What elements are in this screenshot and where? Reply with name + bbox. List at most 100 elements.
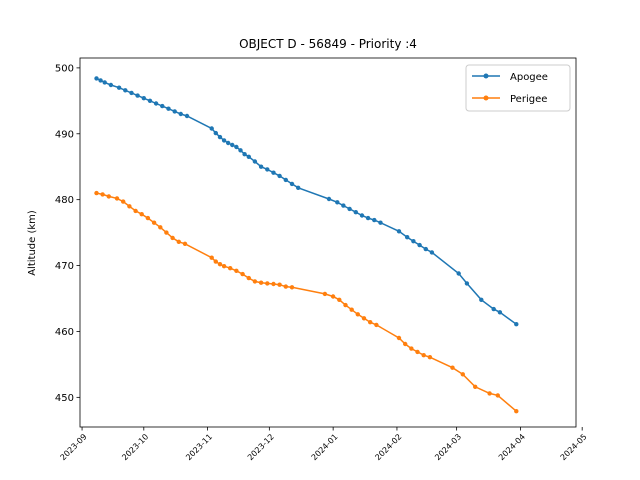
y-tick-label: 500	[55, 63, 74, 74]
legend-marker-perigee	[483, 95, 489, 101]
data-point-apogee	[184, 113, 190, 119]
data-point-perigee	[100, 192, 105, 197]
data-point-perigee	[409, 346, 414, 351]
data-point-perigee	[368, 320, 373, 325]
data-point-apogee	[166, 106, 171, 111]
data-point-perigee	[495, 393, 500, 398]
data-point-perigee	[271, 281, 276, 287]
data-point-perigee	[361, 316, 367, 321]
y-tick-label: 460	[55, 327, 74, 338]
data-point-perigee	[421, 353, 426, 358]
data-point-perigee	[265, 281, 270, 286]
data-point-apogee	[353, 210, 358, 215]
data-point-apogee	[491, 306, 496, 312]
y-tick-label: 470	[55, 261, 74, 272]
data-point-apogee	[283, 177, 288, 183]
data-point-apogee	[411, 239, 416, 244]
data-point-apogee	[129, 90, 134, 96]
data-point-apogee	[335, 200, 340, 205]
data-point-apogee	[172, 109, 177, 114]
data-point-apogee	[378, 220, 383, 225]
data-point-perigee	[374, 322, 379, 328]
data-point-perigee	[277, 282, 282, 287]
data-point-perigee	[151, 220, 157, 225]
data-point-apogee	[347, 206, 352, 212]
chart-title: OBJECT D - 56849 - Priority :4	[239, 37, 417, 51]
data-point-apogee	[277, 173, 282, 179]
data-point-perigee	[343, 302, 348, 308]
data-point-perigee	[234, 268, 239, 273]
data-point-perigee	[258, 280, 264, 285]
data-point-apogee	[326, 196, 332, 202]
data-point-apogee	[246, 154, 251, 159]
data-point-apogee	[234, 144, 239, 150]
data-point-apogee	[147, 98, 153, 104]
data-point-perigee	[217, 262, 223, 267]
data-point-apogee	[296, 185, 301, 190]
data-point-perigee	[283, 284, 288, 289]
data-point-perigee	[403, 341, 408, 347]
legend-label-perigee: Perigee	[510, 94, 547, 105]
data-point-perigee	[349, 307, 354, 312]
data-point-perigee	[228, 266, 233, 271]
data-point-perigee	[145, 215, 151, 221]
data-point-apogee	[160, 103, 165, 109]
data-point-perigee	[337, 297, 342, 302]
data-point-apogee	[359, 213, 365, 218]
data-point-perigee	[322, 291, 328, 297]
data-point-apogee	[456, 271, 461, 276]
data-point-apogee	[209, 126, 214, 131]
y-tick-label: 490	[55, 129, 74, 140]
data-point-apogee	[123, 88, 128, 93]
data-point-perigee	[252, 279, 258, 284]
axes-frame	[79, 57, 577, 428]
data-point-apogee	[258, 164, 264, 169]
data-point-perigee	[176, 239, 181, 244]
data-point-perigee	[127, 204, 132, 209]
legend-marker-apogee	[483, 73, 489, 79]
data-point-apogee	[238, 148, 243, 153]
data-point-perigee	[133, 208, 138, 214]
data-point-apogee	[405, 235, 410, 240]
data-point-apogee	[372, 217, 377, 223]
data-point-perigee	[121, 199, 126, 204]
data-point-apogee	[217, 134, 223, 140]
data-point-perigee	[164, 230, 169, 235]
data-point-perigee	[450, 365, 455, 370]
data-point-apogee	[271, 170, 276, 175]
data-point-apogee	[242, 152, 247, 157]
data-point-apogee	[135, 93, 140, 98]
data-point-perigee	[514, 409, 519, 414]
data-point-perigee	[106, 194, 112, 199]
data-point-apogee	[396, 229, 402, 234]
data-point-perigee	[396, 335, 402, 341]
data-point-perigee	[289, 285, 295, 290]
data-point-perigee	[182, 241, 188, 246]
data-point-perigee	[158, 225, 163, 230]
data-point-apogee	[341, 203, 346, 208]
data-point-apogee	[252, 159, 258, 164]
legend-label-apogee: Apogee	[510, 72, 548, 83]
legend: Apogee Perigee	[465, 64, 571, 112]
y-tick-label: 480	[55, 195, 74, 206]
data-point-apogee	[365, 215, 371, 221]
data-point-apogee	[265, 167, 270, 172]
data-point-perigee	[221, 264, 227, 269]
data-point-perigee	[114, 196, 120, 201]
data-point-apogee	[230, 142, 235, 148]
data-point-perigee	[94, 190, 99, 196]
data-point-apogee	[178, 111, 183, 117]
data-point-perigee	[460, 372, 465, 377]
y-axis-label: Altitude (km)	[27, 210, 38, 276]
data-point-apogee	[108, 82, 114, 88]
data-point-apogee	[417, 242, 422, 248]
data-point-apogee	[429, 250, 435, 255]
data-point-perigee	[427, 355, 433, 360]
data-point-apogee	[94, 76, 99, 81]
data-point-apogee	[98, 78, 103, 83]
data-point-apogee	[213, 130, 218, 136]
data-point-perigee	[246, 275, 251, 281]
data-point-perigee	[355, 312, 360, 317]
data-point-apogee	[423, 246, 428, 252]
